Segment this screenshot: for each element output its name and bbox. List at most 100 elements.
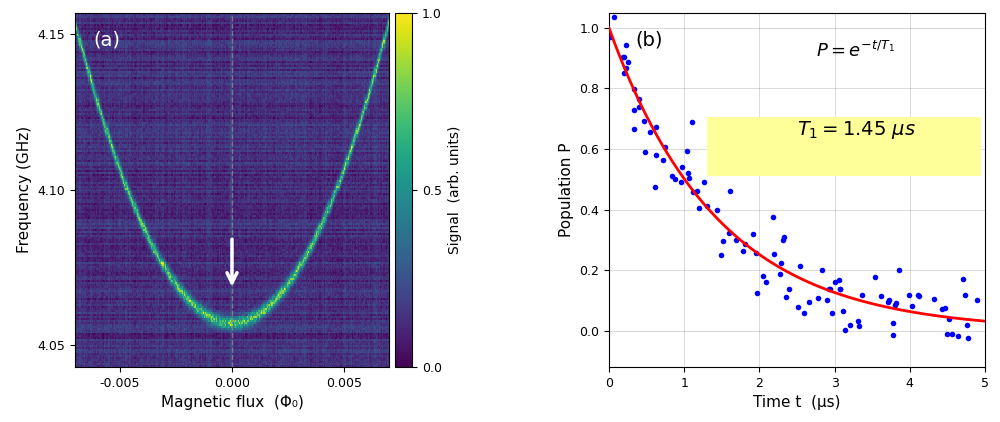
- Point: [801, 298, 817, 305]
- Point: [606, 14, 622, 20]
- Point: [691, 204, 707, 211]
- Y-axis label: Frequency (GHz): Frequency (GHz): [17, 126, 32, 254]
- Point: [939, 331, 955, 338]
- Bar: [707, 117, 981, 176]
- Point: [832, 286, 848, 292]
- Point: [819, 297, 835, 304]
- Point: [722, 187, 738, 194]
- Point: [737, 241, 753, 248]
- Point: [880, 299, 896, 306]
- Point: [642, 129, 658, 135]
- Text: $P = e^{-t/T_1}$: $P = e^{-t/T_1}$: [816, 41, 895, 61]
- Point: [631, 96, 647, 103]
- Point: [749, 290, 765, 297]
- Point: [827, 278, 843, 285]
- Point: [755, 273, 771, 280]
- Point: [796, 310, 812, 316]
- Point: [832, 286, 848, 293]
- Point: [960, 335, 976, 342]
- Point: [851, 322, 867, 329]
- Point: [821, 286, 837, 292]
- Point: [728, 237, 744, 243]
- Point: [926, 295, 942, 302]
- Y-axis label: Population P: Population P: [559, 143, 574, 237]
- Point: [814, 267, 830, 274]
- Point: [904, 303, 920, 309]
- Point: [831, 277, 847, 284]
- Point: [681, 175, 697, 182]
- Point: [758, 278, 774, 285]
- Point: [959, 321, 975, 328]
- Point: [631, 103, 647, 110]
- Point: [910, 292, 926, 299]
- Point: [626, 107, 642, 114]
- Point: [941, 316, 957, 322]
- Point: [648, 123, 664, 130]
- Point: [609, 5, 625, 12]
- Point: [657, 144, 673, 151]
- Point: [721, 230, 737, 237]
- Point: [674, 163, 690, 170]
- Point: [602, 33, 618, 40]
- Point: [696, 179, 712, 185]
- Point: [620, 59, 636, 65]
- Point: [766, 251, 782, 257]
- Point: [790, 304, 806, 311]
- Point: [778, 294, 794, 300]
- Point: [776, 234, 792, 241]
- X-axis label: Magnetic flux  (Φ₀): Magnetic flux (Φ₀): [161, 395, 303, 411]
- Point: [937, 305, 953, 311]
- Point: [616, 69, 632, 76]
- Point: [881, 297, 897, 304]
- Point: [618, 65, 634, 72]
- Point: [901, 292, 917, 298]
- Point: [637, 149, 653, 156]
- Point: [867, 273, 883, 280]
- Text: (a): (a): [94, 30, 121, 49]
- Point: [772, 271, 788, 278]
- Point: [944, 330, 960, 337]
- Point: [773, 260, 789, 267]
- Point: [885, 331, 901, 338]
- Point: [850, 317, 866, 324]
- Point: [618, 41, 634, 48]
- Point: [748, 250, 764, 257]
- Point: [715, 238, 731, 244]
- Point: [955, 276, 971, 282]
- Point: [888, 299, 904, 306]
- Point: [969, 297, 985, 303]
- Point: [854, 291, 870, 298]
- Point: [911, 292, 927, 299]
- Point: [792, 262, 808, 269]
- Point: [684, 118, 700, 125]
- Point: [636, 118, 652, 124]
- Point: [810, 295, 826, 301]
- Point: [887, 301, 903, 308]
- Point: [891, 267, 907, 273]
- Point: [615, 53, 631, 60]
- Point: [664, 172, 680, 179]
- X-axis label: Time t  (μs): Time t (μs): [753, 395, 841, 411]
- Point: [709, 207, 725, 214]
- Point: [873, 292, 889, 299]
- Point: [667, 176, 683, 182]
- Point: [735, 248, 751, 254]
- Point: [655, 157, 671, 164]
- Point: [765, 214, 781, 221]
- Point: [626, 125, 642, 132]
- Point: [950, 333, 966, 339]
- Point: [680, 169, 696, 176]
- Point: [685, 189, 701, 195]
- Point: [822, 285, 838, 292]
- Point: [699, 203, 715, 209]
- Point: [673, 179, 689, 185]
- Point: [885, 319, 901, 326]
- Point: [775, 236, 791, 243]
- Point: [689, 187, 705, 194]
- Point: [626, 86, 642, 92]
- Point: [835, 307, 851, 314]
- Y-axis label: Signal  (arb. units): Signal (arb. units): [448, 126, 462, 254]
- Text: $T_1 = 1.45\ \mu s$: $T_1 = 1.45\ \mu s$: [797, 119, 916, 141]
- Point: [616, 54, 632, 60]
- Point: [647, 184, 663, 191]
